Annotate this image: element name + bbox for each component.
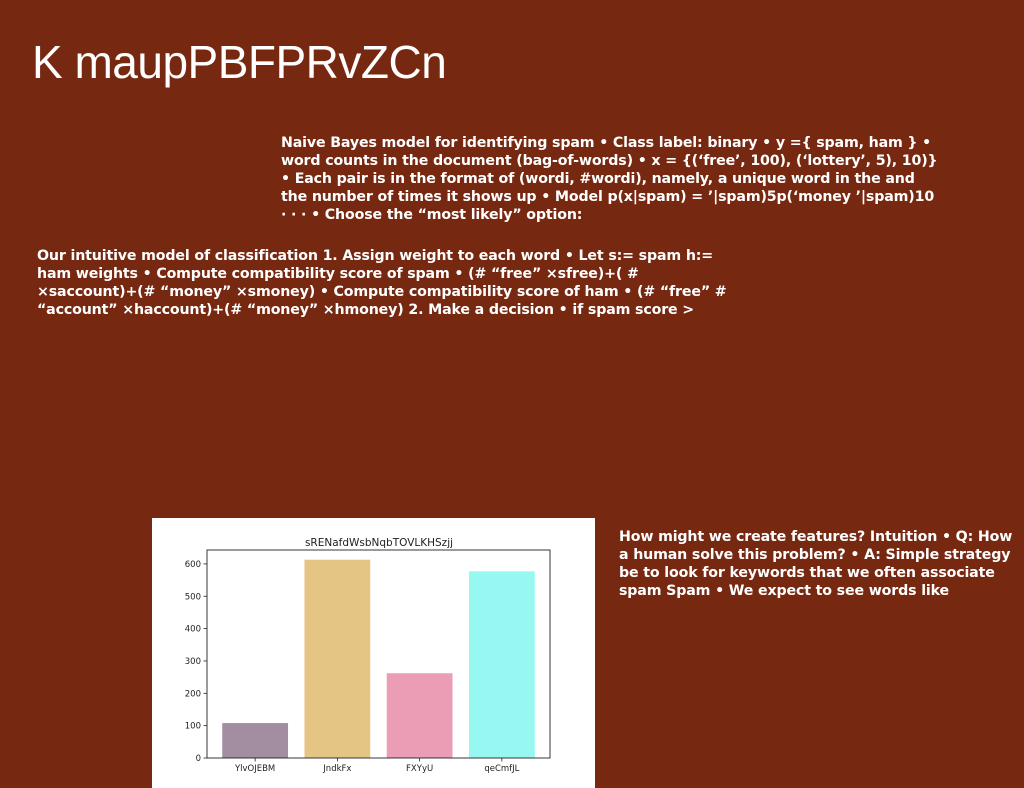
x-tick-label: YlvOJEBM	[234, 764, 275, 774]
y-tick-label: 100	[185, 722, 201, 732]
x-tick-label: FXYyU	[406, 764, 433, 774]
y-tick-label: 600	[185, 560, 201, 570]
plot-frame	[206, 549, 551, 759]
bar-qeCmfJL	[468, 571, 535, 758]
x-tick-label: JndkFx	[322, 764, 351, 774]
intuitive-model-paragraph: Our intuitive model of classification 1.…	[37, 248, 727, 318]
bar-chart: sRENafdWsbNqbTOVLKHSzjj 0 100 200 300 400 500…	[152, 518, 595, 788]
y-tick-label: 300	[185, 657, 201, 667]
y-tick-label: 500	[185, 592, 201, 602]
bar-JndkFx	[304, 559, 371, 758]
y-tick-label: 0	[196, 754, 201, 764]
features-paragraph: How might we create features? Intuition …	[619, 529, 1013, 599]
x-tick-label: qeCmfJL	[484, 764, 519, 774]
bar-chart-svg: sRENafdWsbNqbTOVLKHSzjj 0 100 200 300 400 500…	[185, 537, 551, 774]
bar-FXYyU	[386, 673, 453, 758]
y-tick-label: 200	[185, 689, 201, 699]
slide-title: K maupPBFPRvZCn	[32, 36, 447, 88]
bar-YlvOJEBM	[222, 723, 289, 758]
y-tick-label: 400	[185, 625, 201, 635]
chart-title: sRENafdWsbNqbTOVLKHSzjj	[305, 537, 453, 549]
naive-bayes-paragraph: Naive Bayes model for identifying spam •…	[281, 135, 938, 223]
